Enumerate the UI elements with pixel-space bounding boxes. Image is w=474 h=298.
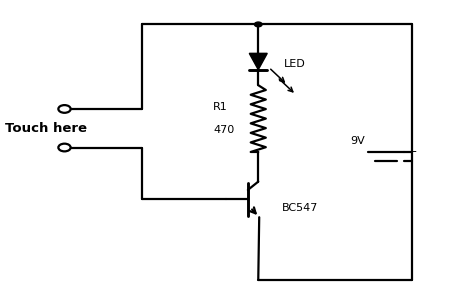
Text: +: + [406,145,417,158]
Polygon shape [249,53,267,70]
Text: 470: 470 [213,125,235,136]
Text: Touch here: Touch here [5,122,87,135]
Text: BC547: BC547 [282,203,318,213]
Text: 9V: 9V [350,136,365,146]
Text: LED: LED [284,60,306,69]
Text: R1: R1 [213,102,228,112]
Circle shape [255,22,262,27]
